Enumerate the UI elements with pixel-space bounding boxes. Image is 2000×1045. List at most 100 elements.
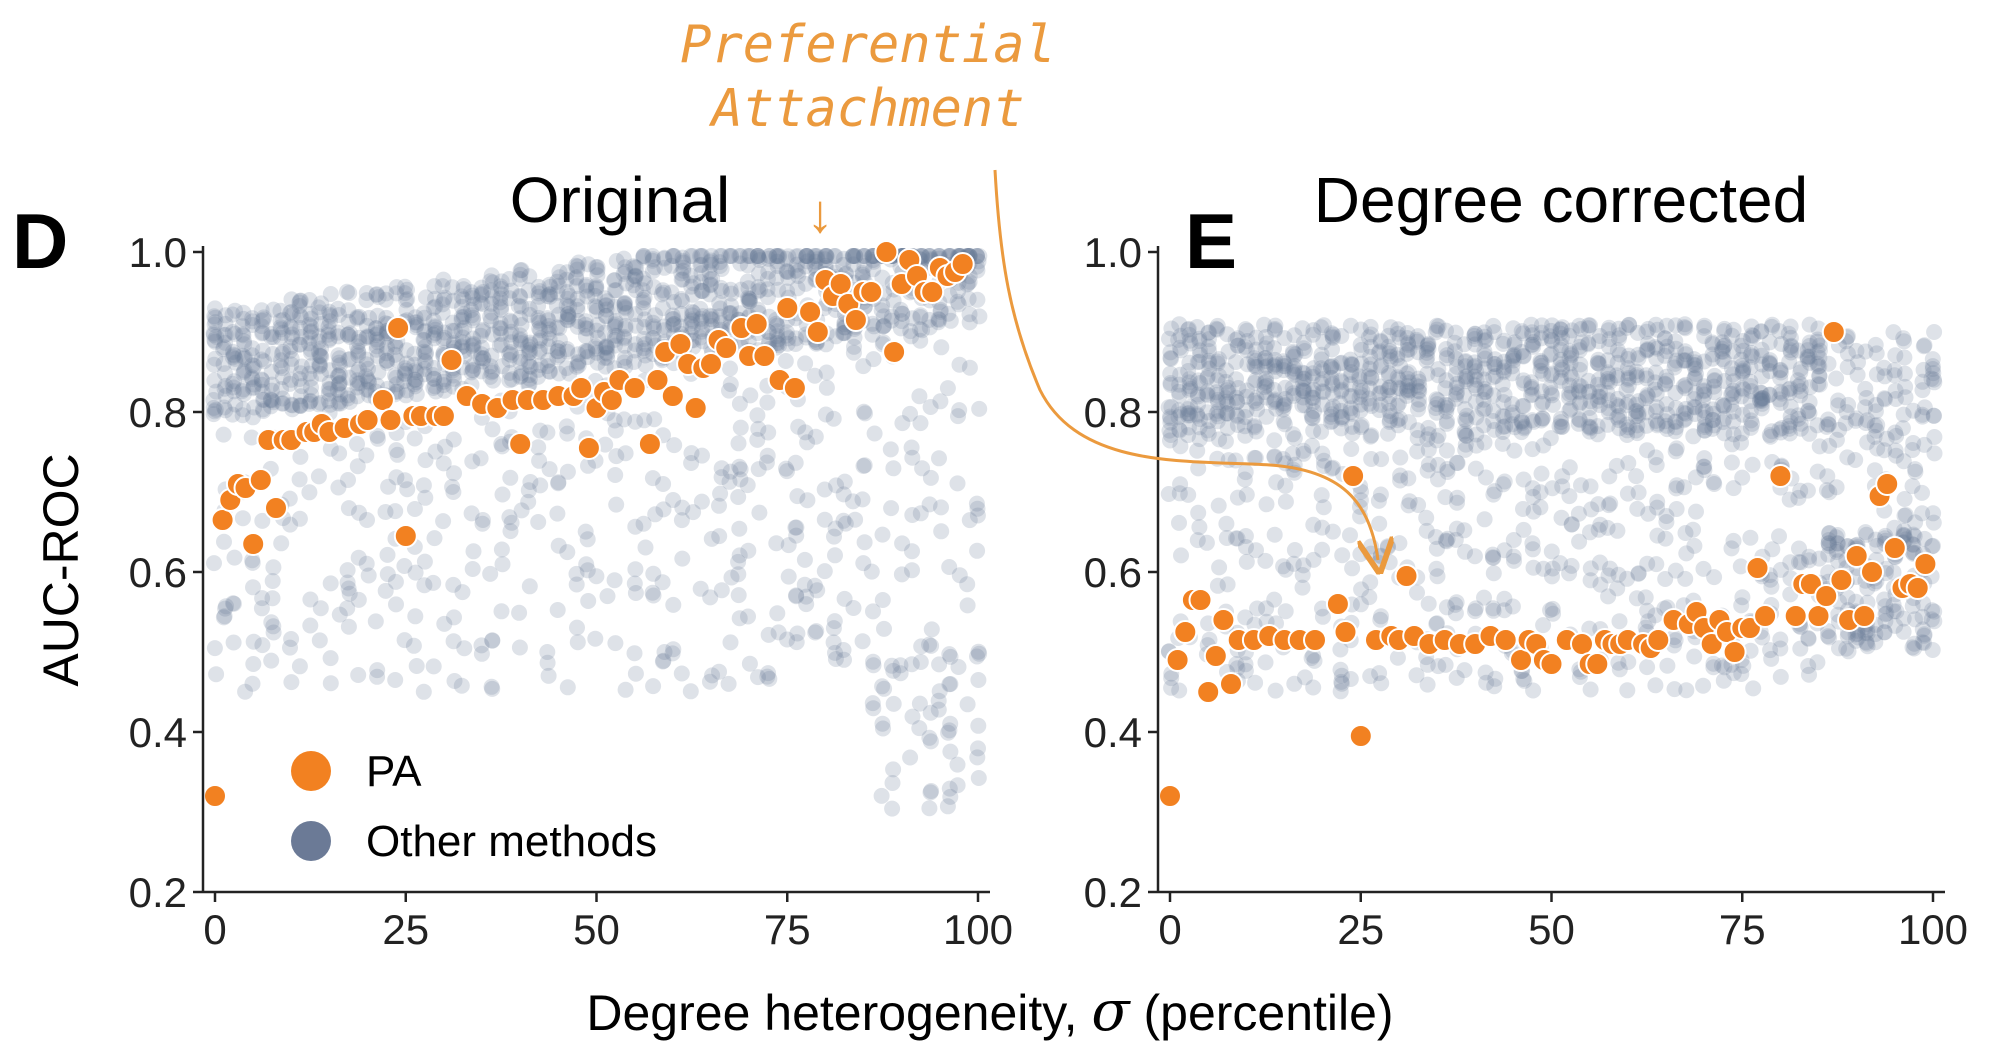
other-method-point — [425, 367, 442, 383]
other-method-point — [723, 297, 739, 314]
other-method-point — [1896, 349, 1913, 366]
other-method-point — [358, 368, 375, 385]
other-method-point — [1659, 657, 1676, 674]
other-method-point — [292, 292, 308, 309]
other-method-point — [331, 357, 348, 374]
other-method-point — [732, 419, 749, 436]
other-method-point — [426, 360, 443, 376]
other-method-point — [617, 681, 634, 698]
other-method-point — [351, 504, 367, 521]
other-method-point — [587, 340, 604, 357]
other-method-point — [559, 284, 576, 301]
other-method-point — [701, 263, 718, 280]
other-method-point — [1496, 473, 1513, 490]
other-method-point — [713, 283, 730, 299]
other-method-point — [541, 286, 557, 303]
other-method-point — [358, 351, 375, 368]
other-method-point — [616, 330, 633, 347]
other-method-point — [263, 614, 280, 631]
other-method-point — [265, 301, 282, 318]
other-method-point — [350, 347, 367, 364]
other-method-point — [512, 369, 529, 385]
other-method-point — [599, 293, 616, 310]
other-method-point — [427, 298, 444, 315]
other-method-point — [702, 254, 718, 271]
other-method-point — [254, 324, 271, 341]
other-method-point — [291, 510, 308, 527]
other-method-point — [617, 445, 634, 462]
other-method-point — [311, 632, 328, 649]
other-method-point — [493, 299, 509, 316]
other-method-point — [512, 332, 529, 349]
other-method-point — [303, 341, 319, 358]
other-method-point — [1532, 499, 1549, 516]
other-method-point — [397, 366, 414, 383]
other-method-point — [607, 327, 624, 344]
other-method-point — [236, 336, 253, 353]
other-method-point — [225, 595, 242, 612]
other-method-point — [616, 294, 633, 311]
other-method-point — [360, 360, 376, 377]
pa-point — [1768, 464, 1793, 488]
other-method-point — [512, 288, 529, 305]
other-method-point — [577, 320, 594, 337]
other-method-point — [436, 329, 453, 346]
other-method-point — [244, 357, 261, 374]
other-method-point — [282, 375, 298, 392]
other-method-point — [291, 336, 308, 353]
other-method-point — [713, 582, 730, 599]
pa-point — [599, 388, 624, 412]
pa-point — [782, 376, 807, 400]
other-method-point — [358, 447, 375, 464]
other-method-point — [272, 321, 289, 338]
other-method-point — [408, 658, 425, 674]
other-method-point — [236, 362, 253, 379]
other-method-point — [684, 248, 701, 264]
other-method-point — [313, 315, 330, 332]
other-method-point — [453, 309, 470, 326]
other-method-point — [645, 314, 661, 331]
other-method-point — [436, 324, 453, 341]
other-method-point — [493, 301, 509, 318]
other-method-point — [1303, 650, 1320, 666]
pa-point — [950, 252, 975, 276]
other-method-point — [1247, 674, 1264, 691]
other-method-point — [644, 584, 661, 601]
other-method-point — [530, 361, 547, 378]
pa-point — [386, 316, 411, 340]
other-method-point — [425, 574, 442, 591]
other-method-point — [435, 377, 452, 394]
other-method-point — [331, 375, 348, 391]
other-method-point — [777, 353, 794, 369]
other-method-point — [521, 367, 538, 384]
other-method-point — [577, 523, 594, 540]
other-method-point — [282, 318, 299, 335]
other-method-point — [255, 403, 272, 419]
other-method-point — [1211, 559, 1228, 576]
other-method-point — [320, 318, 337, 335]
other-method-point — [1926, 407, 1942, 424]
other-method-point — [551, 365, 567, 382]
other-method-point — [484, 632, 501, 649]
other-method-point — [941, 646, 958, 663]
other-method-point — [806, 577, 823, 594]
other-method-point — [712, 300, 729, 317]
other-method-point — [856, 534, 873, 551]
other-method-point — [703, 248, 720, 264]
other-method-point — [226, 347, 243, 364]
other-method-point — [367, 326, 384, 343]
other-method-point — [656, 259, 673, 276]
other-method-point — [434, 278, 451, 295]
other-method-point — [541, 461, 558, 478]
other-method-point — [531, 343, 548, 360]
pa-point — [828, 272, 853, 296]
other-method-point — [656, 250, 673, 267]
other-method-point — [541, 330, 558, 347]
other-method-point — [388, 369, 405, 386]
other-method-point — [283, 371, 300, 388]
other-method-point — [644, 252, 661, 269]
other-method-point — [664, 311, 681, 328]
other-method-point — [272, 312, 289, 329]
other-method-point — [282, 516, 299, 533]
other-method-point — [262, 392, 279, 409]
